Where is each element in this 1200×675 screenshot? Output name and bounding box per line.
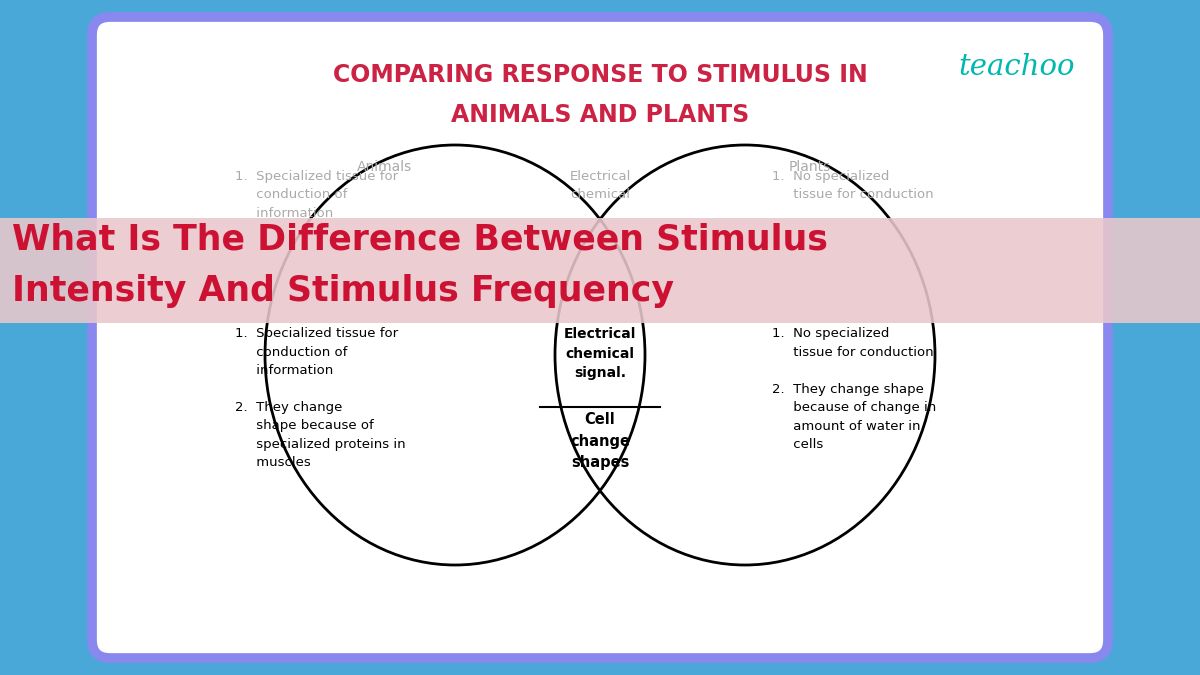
Text: 1.  Specialized tissue for
     conduction of
     information

2.  They change
: 1. Specialized tissue for conduction of … <box>235 327 406 470</box>
Text: Plants: Plants <box>788 160 832 174</box>
Text: Cell
change
shapes: Cell change shapes <box>570 412 630 470</box>
Text: 1.  No specialized
     tissue for conduction: 1. No specialized tissue for conduction <box>772 170 934 202</box>
Text: Animals: Animals <box>358 160 413 174</box>
Text: COMPARING RESPONSE TO STIMULUS IN: COMPARING RESPONSE TO STIMULUS IN <box>332 63 868 87</box>
Text: 1.  No specialized
     tissue for conduction

2.  They change shape
     becaus: 1. No specialized tissue for conduction … <box>772 327 936 451</box>
Text: ANIMALS AND PLANTS: ANIMALS AND PLANTS <box>451 103 749 127</box>
Text: Electrical
chemical
signal.: Electrical chemical signal. <box>564 327 636 380</box>
Text: 1.  Specialized tissue for
     conduction of
     information: 1. Specialized tissue for conduction of … <box>235 170 398 220</box>
Bar <box>0 218 1200 323</box>
Text: What Is The Difference Between Stimulus: What Is The Difference Between Stimulus <box>12 222 828 256</box>
FancyBboxPatch shape <box>92 17 1108 658</box>
Text: Intensity And Stimulus Frequency: Intensity And Stimulus Frequency <box>12 274 674 308</box>
Text: Electrical
chemical: Electrical chemical <box>569 170 631 202</box>
Text: teachoo: teachoo <box>959 53 1075 81</box>
